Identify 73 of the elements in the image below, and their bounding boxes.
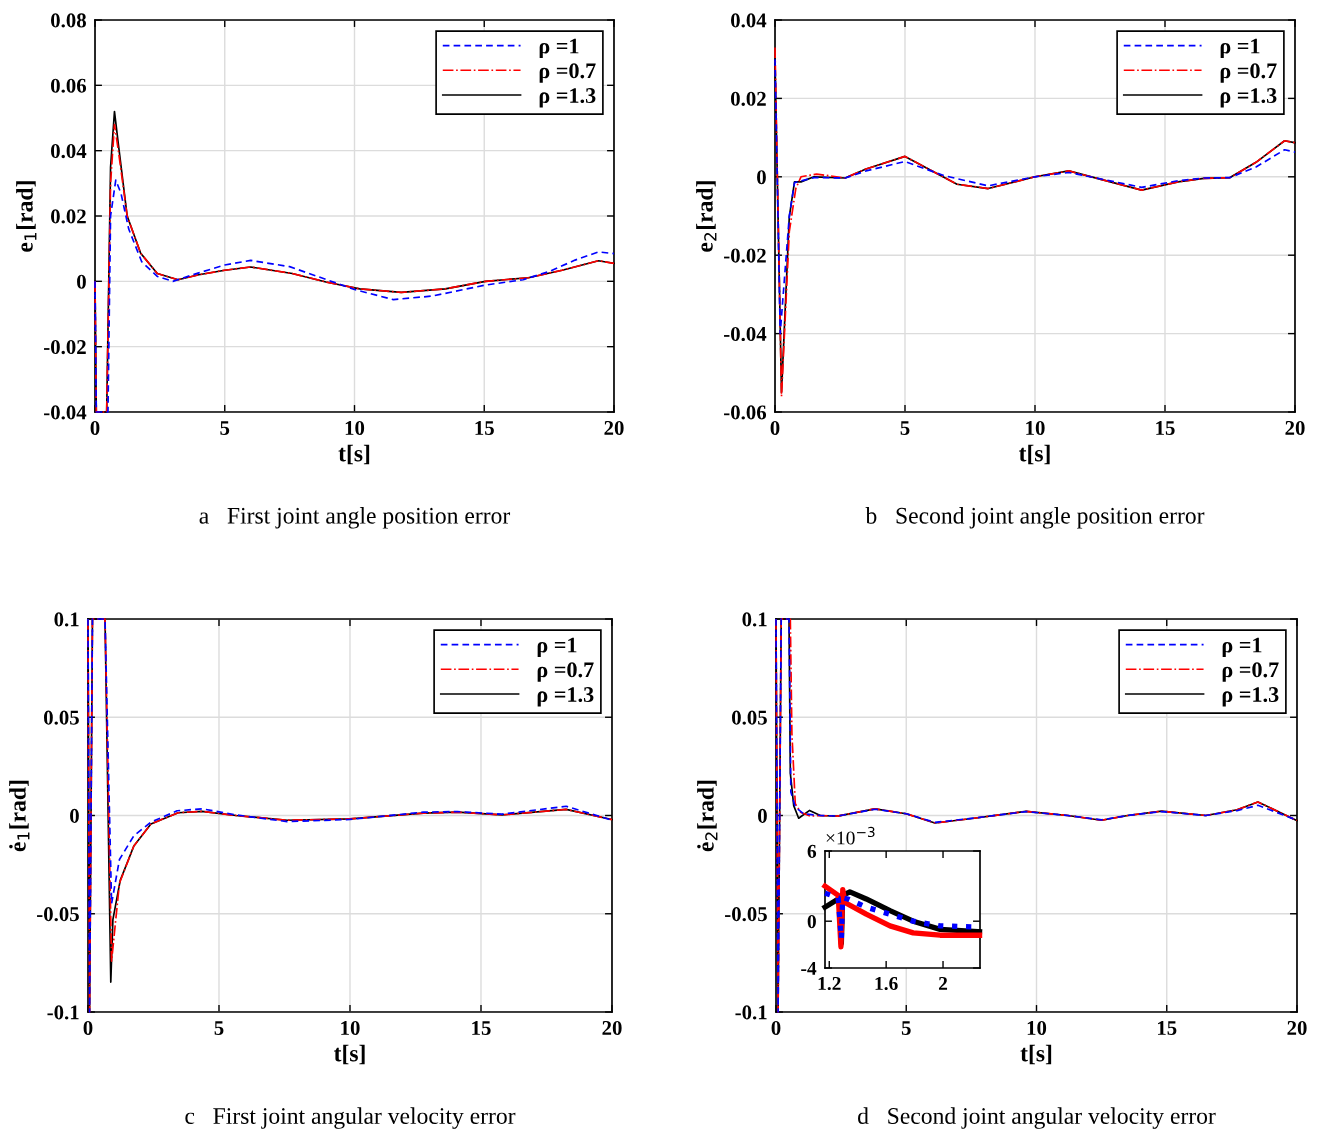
y-axis-title: e$_{1}$[rad] [16,181,37,252]
legend-label: ρ =1 [1220,38,1260,59]
y-tick-label: 0.06 [51,78,87,93]
y-tick-label: 6 [807,844,817,858]
legend-label: ρ =1 [539,38,579,59]
x-tick-label: 5 [220,421,230,435]
x-tick-label: 0 [90,420,100,435]
x-axis-title: t[s] [333,1044,365,1065]
legend-label: ρ =1 [537,637,577,658]
y-tick-label: -0.05 [725,907,767,922]
x-tick-label: 1.6 [875,976,898,991]
y-tick-label: -0.1 [735,1005,767,1020]
legend-label: ρ =0.7 [539,63,596,83]
x-tick-label: 10 [345,420,365,435]
x-tick-label: 20 [604,420,624,435]
text: a First joint angle position error [199,507,511,529]
x-tick-label: 1.2 [818,976,841,991]
x-tick-label: 0 [770,420,780,435]
legend-label: ρ =1 [1222,637,1262,658]
y-tick-label: 0.08 [51,13,86,28]
y-tick-label: -0.05 [37,907,79,922]
y-tick-label: 0 [757,170,766,185]
y-tick-label: 0.04 [51,144,87,159]
y-tick-label: -0.04 [724,326,767,342]
y-tick-label: 0.1 [742,612,767,627]
x-axis-title: t[s] [338,444,370,465]
y-tick-label: 0 [70,808,79,823]
y-tick-label: 0.05 [732,710,767,725]
x-tick-label: 15 [1158,1021,1177,1035]
y-tick-label: -0.04 [44,405,87,420]
y-tick-label: 0 [758,808,767,823]
y-tick-label: 0.04 [731,13,767,28]
x-tick-label: 10 [1027,1020,1047,1035]
legend-label: ρ =1.3 [1220,88,1277,108]
legend-label: ρ =1.3 [1222,687,1279,707]
y-tick-label: -0.02 [44,340,86,355]
text: d Second joint angular velocity error [858,1107,1216,1129]
x-tick-label: 15 [472,1021,491,1035]
x-tick-label: 10 [341,1020,360,1035]
x-tick-label: 20 [602,1020,622,1035]
x-tick-label: 5 [901,1021,911,1035]
y-axis-title: ė$_{2}$[rad] [697,780,718,852]
legend-label: ρ =1.3 [539,88,596,108]
y-axis-title: e$_{2}$[rad] [696,181,717,252]
x-tick-label: 5 [900,421,910,435]
text: b Second joint angle position error [865,507,1205,529]
legend-label: ρ =0.7 [1220,63,1277,83]
y-tick-label: 0.1 [54,612,79,627]
y-tick-label: -4 [801,961,817,975]
legend-label: ρ =0.7 [1222,662,1279,682]
x-tick-label: 10 [1026,420,1045,435]
legend-label: ρ =0.7 [537,662,594,682]
y-tick-label: 0.02 [51,209,86,224]
x-tick-label: 20 [1287,1020,1307,1035]
y-tick-label: -0.02 [724,248,766,263]
y-axis-title: ė$_{1}$[rad] [9,780,30,852]
y-tick-label: 0.05 [44,710,79,725]
y-tick-label: -0.06 [724,405,767,420]
x-tick-label: 15 [1156,421,1175,435]
x-axis-title: t[s] [1020,1044,1052,1065]
x-axis-title: t[s] [1018,444,1050,465]
y-tick-label: 0 [807,915,816,929]
y-tick-label: 0.02 [731,91,766,106]
y-tick-label: -0.1 [47,1005,79,1020]
x-tick-label: 0 [771,1020,781,1035]
y-tick-label: 0 [77,274,86,289]
x-tick-label: 5 [214,1021,224,1035]
x-tick-label: 15 [475,421,494,435]
x-tick-label: 20 [1285,420,1305,435]
legend-label: ρ =1.3 [537,687,594,707]
annotation: ×10$^{−3}$ [826,826,875,845]
text: c First joint angular velocity error [185,1107,516,1129]
x-tick-label: 2 [938,976,948,990]
